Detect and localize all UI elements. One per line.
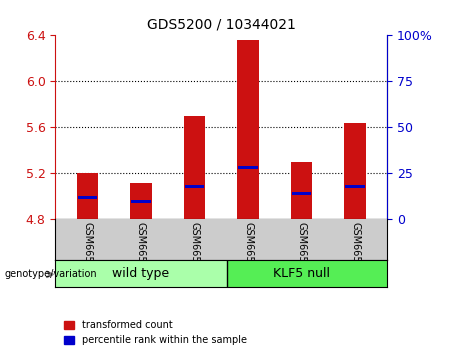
Text: GSM665448: GSM665448 [296, 222, 307, 280]
Bar [237, 40, 259, 219]
Bar [184, 116, 205, 219]
Bar [55, 260, 227, 287]
Text: genotype/variation: genotype/variation [5, 269, 97, 279]
Bar [291, 162, 312, 219]
Legend: transformed count, percentile rank within the sample: transformed count, percentile rank withi… [60, 316, 250, 349]
Bar [130, 183, 152, 219]
Bar [131, 200, 151, 202]
Text: GSM665454: GSM665454 [189, 222, 200, 281]
Bar [238, 166, 258, 169]
Title: GDS5200 / 10344021: GDS5200 / 10344021 [147, 17, 296, 32]
Bar [185, 185, 204, 188]
Bar [344, 123, 366, 219]
Text: GSM665451: GSM665451 [83, 222, 93, 281]
Bar [227, 260, 387, 287]
Text: GSM665453: GSM665453 [136, 222, 146, 281]
Text: GSM665449: GSM665449 [350, 222, 360, 280]
Bar [78, 196, 97, 199]
Bar [345, 185, 365, 188]
Bar [77, 173, 98, 219]
Text: KLF5 null: KLF5 null [273, 267, 330, 280]
Bar [292, 192, 311, 195]
Text: wild type: wild type [112, 267, 170, 280]
Text: GSM665446: GSM665446 [243, 222, 253, 280]
